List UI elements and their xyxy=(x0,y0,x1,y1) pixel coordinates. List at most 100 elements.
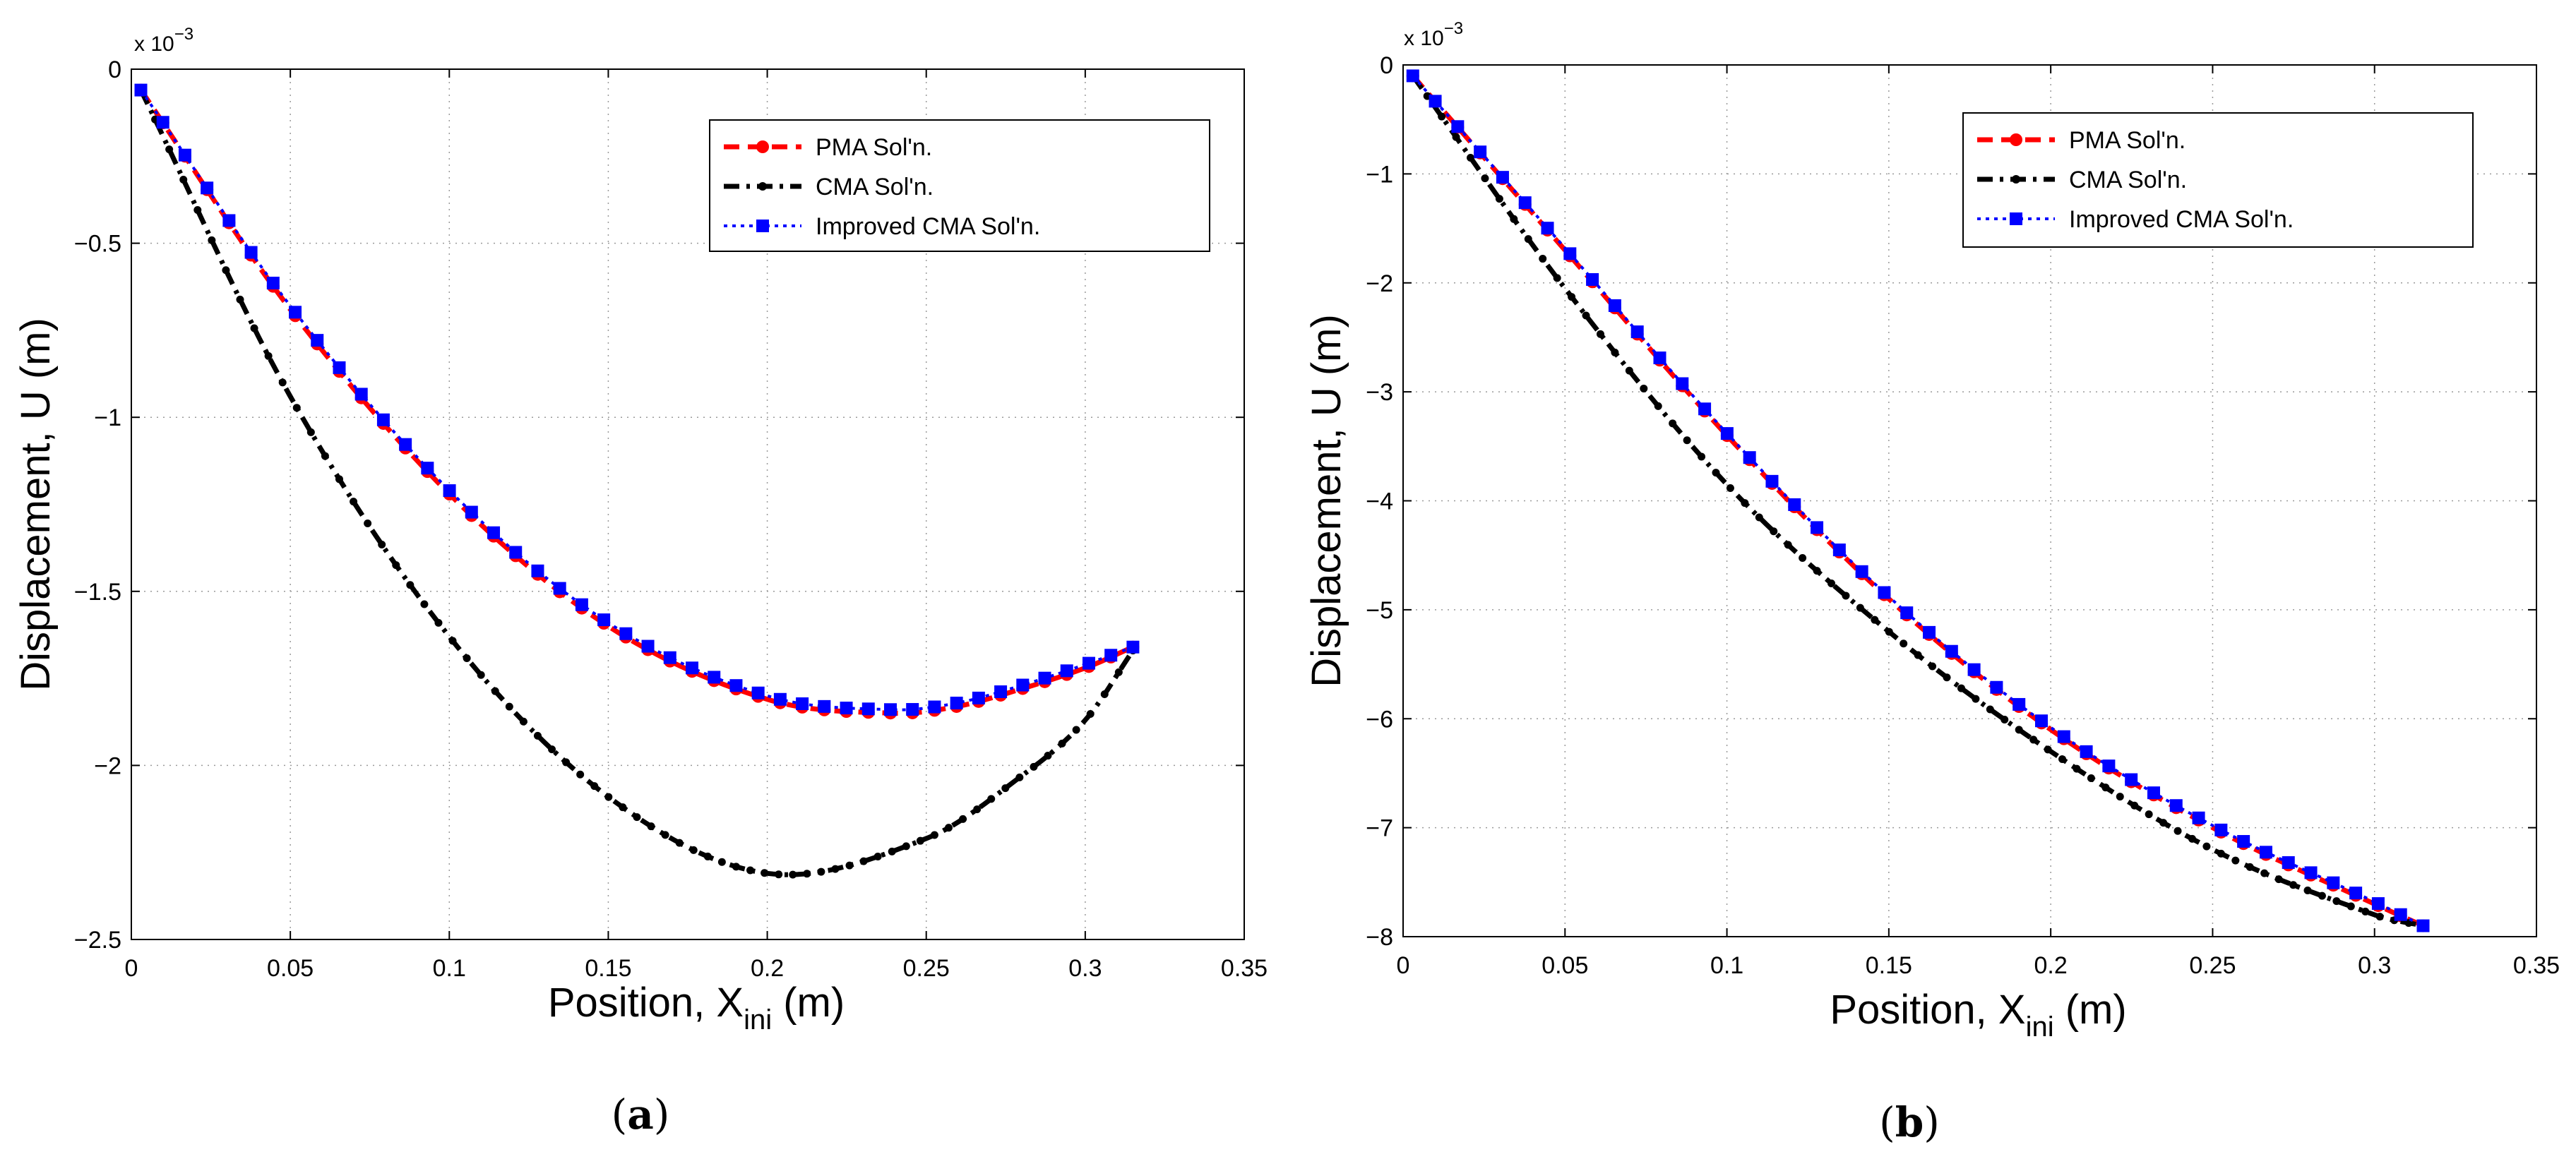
data-point-marker xyxy=(553,582,566,595)
data-point-marker xyxy=(861,702,875,716)
data-point-marker xyxy=(973,805,982,814)
data-point-marker xyxy=(1496,171,1509,184)
data-point-marker xyxy=(717,858,726,866)
x-tick-label: 0.25 xyxy=(2189,952,2236,979)
data-point-marker xyxy=(604,793,613,801)
data-point-marker xyxy=(443,484,456,498)
legend-label: Improved CMA Sol'n. xyxy=(816,213,1040,240)
data-point-marker xyxy=(641,639,655,653)
data-point-marker xyxy=(1467,153,1475,162)
data-point-marker xyxy=(420,600,429,608)
data-point-marker xyxy=(1878,586,1891,599)
data-point-marker xyxy=(289,306,302,319)
data-point-marker xyxy=(761,869,769,877)
data-point-marker xyxy=(509,546,523,559)
data-point-marker xyxy=(2231,856,2240,865)
data-point-marker xyxy=(2125,773,2138,786)
data-point-marker xyxy=(803,870,811,878)
data-point-marker xyxy=(1030,762,1038,771)
legend-label: PMA Sol'n. xyxy=(2069,127,2186,154)
data-point-marker xyxy=(2058,755,2067,764)
data-point-marker xyxy=(1086,710,1095,719)
data-point-marker xyxy=(2087,774,2095,783)
data-point-marker xyxy=(165,145,174,154)
data-point-marker xyxy=(1058,739,1066,747)
data-point-marker xyxy=(421,462,434,475)
data-point-marker xyxy=(2080,745,2093,758)
data-point-marker xyxy=(321,452,329,460)
legend-label: CMA Sol'n. xyxy=(2069,167,2187,193)
data-point-marker xyxy=(179,175,188,184)
caption-b-label: b xyxy=(1895,1098,1924,1146)
data-point-marker xyxy=(916,836,924,845)
data-point-marker xyxy=(2237,835,2250,848)
data-point-marker xyxy=(1452,133,1460,141)
data-point-marker xyxy=(2332,897,2341,906)
chart-panel-a: 0 0.05 0.1 0.15 0.2 0.25 0.3 0.35 0 −0.5 −1 −1.5 −2 −… xyxy=(13,25,1268,1035)
data-point-marker xyxy=(1842,591,1850,600)
data-point-marker xyxy=(619,803,627,812)
series-2 xyxy=(1406,69,2430,932)
series-2 xyxy=(134,83,1140,716)
data-point-marker xyxy=(2375,913,2384,921)
y-tick-label: −2.5 xyxy=(74,927,121,954)
legend-swatch-marker xyxy=(2010,212,2022,225)
data-point-marker xyxy=(2145,810,2153,819)
legend-swatch-marker xyxy=(756,220,769,232)
data-point-marker xyxy=(463,654,471,663)
legend: PMA Sol'n. CMA Sol'n. Improved CMA Sol'n. xyxy=(709,119,1210,252)
data-point-marker xyxy=(1563,247,1577,260)
series-1 xyxy=(137,86,1137,879)
data-point-marker xyxy=(1481,174,1489,183)
y-tick-label: −7 xyxy=(1366,815,1393,842)
data-point-marker xyxy=(597,613,611,627)
y-tick-label: −2 xyxy=(1366,270,1393,297)
data-point-marker xyxy=(1586,272,1599,286)
data-point-marker xyxy=(2371,897,2385,911)
y-tick-label: −2 xyxy=(94,752,121,779)
legend-entry: CMA Sol'n. xyxy=(724,174,934,200)
x-tick-label: 0 xyxy=(1397,952,1410,979)
data-point-marker xyxy=(661,831,669,839)
data-point-marker xyxy=(1104,649,1118,662)
data-point-marker xyxy=(354,388,368,401)
data-point-marker xyxy=(1683,436,1691,445)
data-point-marker xyxy=(1518,196,1532,210)
data-point-marker xyxy=(2394,908,2407,921)
data-point-marker xyxy=(619,627,633,640)
data-point-marker xyxy=(859,857,868,865)
data-point-marker xyxy=(1967,663,1981,676)
data-point-marker xyxy=(222,214,236,227)
data-point-marker xyxy=(1060,664,1073,678)
data-point-marker xyxy=(1541,222,1554,235)
data-point-marker xyxy=(1855,565,1868,578)
data-point-marker xyxy=(376,413,390,426)
caption-a-label: a xyxy=(627,1091,654,1139)
legend-swatch-marker xyxy=(2010,133,2022,146)
data-point-marker xyxy=(2130,801,2139,810)
data-point-marker xyxy=(773,692,787,706)
data-point-marker xyxy=(1044,752,1052,760)
x-tick-label: 0.25 xyxy=(903,955,950,982)
data-point-marker xyxy=(1788,498,1801,511)
data-point-marker xyxy=(1429,95,1442,108)
data-point-marker xyxy=(1596,330,1604,338)
data-point-marker xyxy=(1928,662,1937,671)
data-point-marker xyxy=(928,700,941,714)
legend-entry: Improved CMA Sol'n. xyxy=(1977,206,2294,233)
x-tick-label: 0.35 xyxy=(2513,952,2560,979)
data-point-marker xyxy=(1720,427,1734,440)
data-point-marker xyxy=(2169,799,2183,812)
data-point-marker xyxy=(1813,567,1821,575)
data-point-marker xyxy=(2101,783,2110,792)
data-point-marker xyxy=(222,266,230,275)
data-point-marker xyxy=(2260,869,2269,877)
data-point-marker xyxy=(1625,366,1633,375)
data-point-marker xyxy=(562,758,571,767)
legend-swatch-marker xyxy=(756,140,769,153)
data-point-marker xyxy=(1126,640,1140,654)
data-point-marker xyxy=(2116,793,2124,801)
data-point-marker xyxy=(818,699,831,713)
data-point-marker xyxy=(906,703,919,716)
data-point-marker xyxy=(1856,603,1864,612)
